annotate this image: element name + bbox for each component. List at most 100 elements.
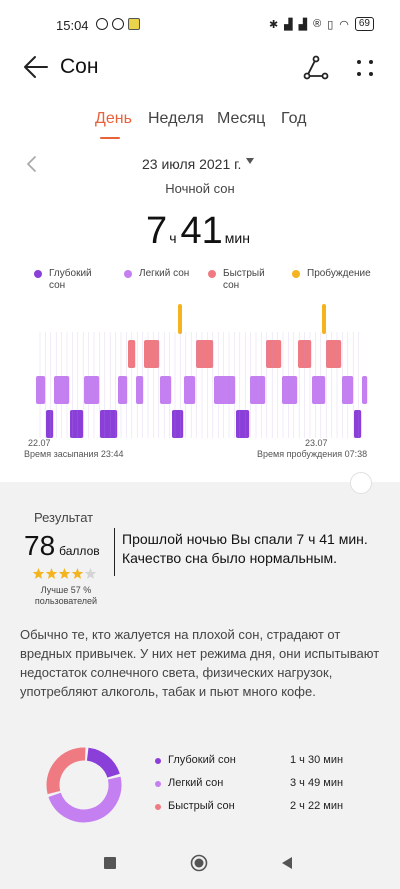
back-arrow-icon[interactable]: [22, 54, 50, 80]
system-icons: ✱ ▟ ▟ ® ▯ ◠ 69: [269, 17, 374, 31]
stage-block-light: [312, 376, 326, 404]
stage-block-deep: [46, 410, 54, 438]
legend-dot: [292, 270, 300, 278]
star-icon: [58, 568, 71, 579]
stage-block-rem: [128, 340, 136, 368]
stage-block-light: [362, 376, 368, 404]
stat-name: Быстрый сон: [168, 800, 235, 812]
more-options-icon[interactable]: [352, 54, 378, 82]
legend-dot: [124, 270, 132, 278]
tab-indicator: [100, 137, 120, 139]
stage-block-deep: [100, 410, 118, 438]
stat-row-rem: Быстрый сон 2 ч 22 мин: [150, 800, 360, 823]
date-label[interactable]: 23 июля 2021 г.: [142, 156, 242, 172]
tab-month[interactable]: Месяц: [217, 110, 266, 127]
star-icon: [84, 568, 97, 579]
whatsapp-icon: [96, 18, 108, 30]
total-minutes: 41: [180, 210, 223, 252]
tab-day[interactable]: День: [95, 110, 132, 127]
stat-value: 3 ч 49 мин: [290, 777, 344, 789]
legend-dot: [34, 270, 42, 278]
tab-week[interactable]: Неделя: [148, 110, 204, 127]
legend-deep: Глубокий сон: [34, 268, 104, 292]
file-icon: [128, 18, 140, 30]
donut-slice: [48, 776, 122, 823]
tab-year[interactable]: Год: [281, 110, 307, 127]
legend-label: Быстрый сон: [223, 268, 265, 291]
system-nav-bar: [0, 842, 400, 889]
result-summary: Прошлой ночью Вы спали 7 ч 41 мин. Качес…: [122, 531, 368, 566]
stage-block-deep: [354, 410, 362, 438]
stat-value: 2 ч 22 мин: [290, 800, 344, 812]
registered-icon: ®: [313, 18, 322, 30]
stage-block-light: [160, 376, 172, 404]
result-panel: [0, 482, 400, 842]
stage-block-light: [36, 376, 46, 404]
donut-slice: [46, 747, 86, 795]
result-title: Результат: [34, 510, 94, 525]
legend-light: Легкий сон: [124, 268, 204, 280]
wake-time: Время пробуждения 07:38: [257, 449, 368, 459]
user-rank: Лучше 57 % пользователей: [34, 585, 98, 606]
divider: [114, 528, 115, 576]
share-icon[interactable]: [302, 54, 330, 82]
signal-icon: ▟: [298, 18, 308, 31]
stage-block-light: [342, 376, 354, 404]
stage-block-light: [84, 376, 100, 404]
date-selector: 23 июля 2021 г.: [0, 154, 400, 176]
back-nav-icon[interactable]: [280, 856, 294, 870]
caret-down-icon[interactable]: [246, 158, 254, 164]
recent-apps-icon[interactable]: [103, 856, 117, 870]
minutes-unit: мин: [224, 230, 250, 246]
stage-block-deep: [70, 410, 84, 438]
stat-dot: [155, 804, 161, 810]
stat-value: 1 ч 30 мин: [290, 754, 344, 766]
chevron-left-icon[interactable]: [24, 154, 40, 174]
page-title: Сон: [60, 55, 99, 78]
sleep-donut-chart: [46, 747, 122, 823]
hours-unit: ч: [169, 230, 177, 246]
notification-icons: [96, 18, 140, 30]
stage-block-rem: [196, 340, 214, 368]
stage-block-light: [214, 376, 236, 404]
stat-row-deep: Глубокий сон 1 ч 30 мин: [150, 754, 360, 777]
sleep-advice: Обычно те, кто жалуется на плохой сон, с…: [20, 627, 380, 699]
period-tabs: День Неделя Месяц Год: [0, 110, 400, 146]
stage-block-light: [54, 376, 70, 404]
total-duration: 7 ч 41 мин: [0, 210, 400, 253]
legend-rem: Быстрый сон: [208, 268, 278, 292]
stage-stats: Глубокий сон 1 ч 30 мин Легкий сон 3 ч 4…: [150, 754, 360, 823]
sleep-score: 78 баллов: [24, 530, 100, 562]
messenger-icon: [112, 18, 124, 30]
stat-dot: [155, 781, 161, 787]
awake-block: [322, 304, 326, 334]
wifi-icon: ◠: [339, 18, 349, 31]
awake-block: [178, 304, 182, 334]
start-date: 22.07: [28, 438, 51, 448]
home-icon[interactable]: [190, 854, 208, 872]
stage-block-rem: [298, 340, 312, 368]
stage-block-light: [250, 376, 266, 404]
stage-block-light: [184, 376, 196, 404]
legend-awake: Пробуждение: [292, 268, 371, 280]
legend-label: Пробуждение: [307, 268, 371, 279]
stage-block-deep: [236, 410, 250, 438]
score-unit: баллов: [59, 544, 100, 558]
stage-block-rem: [144, 340, 160, 368]
battery-icon: 69: [354, 17, 374, 31]
total-hours: 7: [146, 210, 168, 252]
star-icon: [45, 568, 58, 579]
status-time: 15:04: [56, 18, 89, 33]
panel-handle[interactable]: [350, 472, 372, 494]
sleep-start-time: Время засыпания 23:44: [24, 449, 124, 459]
sleep-stages-chart: [36, 304, 368, 438]
star-icon: [71, 568, 84, 579]
stat-name: Глубокий сон: [168, 754, 236, 766]
sleep-legend: Глубокий сон Легкий сон Быстрый сон Проб…: [0, 268, 400, 308]
app-bar: Сон: [0, 48, 400, 88]
legend-dot: [208, 270, 216, 278]
sleep-type: Ночной сон: [165, 181, 235, 196]
stat-dot: [155, 758, 161, 764]
stage-block-deep: [172, 410, 184, 438]
stage-block-light: [118, 376, 128, 404]
